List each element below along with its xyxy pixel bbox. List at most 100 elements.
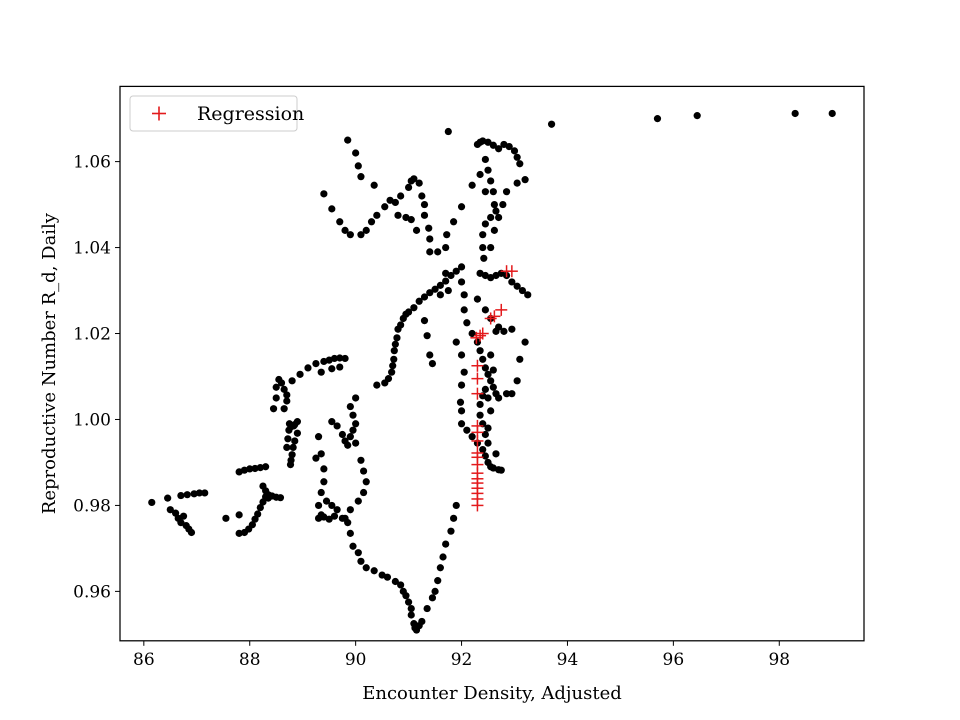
data-point xyxy=(693,112,701,120)
data-point xyxy=(407,611,415,619)
data-point xyxy=(508,390,516,398)
data-point xyxy=(362,564,370,572)
y-tick-label: 1.06 xyxy=(73,153,111,173)
data-point xyxy=(457,263,466,271)
data-point xyxy=(418,617,426,626)
data-point xyxy=(492,207,500,215)
data-point xyxy=(473,295,482,303)
data-point xyxy=(397,581,405,589)
data-point xyxy=(480,254,488,262)
data-point xyxy=(489,188,497,196)
data-point xyxy=(286,460,295,469)
y-axis-label: Reproductive Number R_d, Daily xyxy=(39,212,60,514)
data-point xyxy=(516,160,524,168)
data-point xyxy=(452,267,460,275)
data-point xyxy=(317,368,325,376)
x-tick-label: 86 xyxy=(133,650,155,670)
data-point xyxy=(304,364,312,372)
regression-point xyxy=(471,359,484,372)
data-point xyxy=(420,200,429,209)
data-point xyxy=(346,529,354,537)
data-point xyxy=(289,443,297,452)
regression-point xyxy=(488,310,501,323)
data-point xyxy=(394,211,402,219)
data-point xyxy=(341,226,349,234)
data-point xyxy=(183,491,191,499)
data-point xyxy=(349,411,357,419)
data-point xyxy=(362,226,370,234)
data-point xyxy=(354,549,362,557)
data-point xyxy=(248,521,256,529)
data-point xyxy=(187,528,196,537)
data-point xyxy=(468,329,476,338)
data-point xyxy=(344,519,352,527)
data-point xyxy=(179,512,188,520)
data-point xyxy=(495,213,503,222)
data-point xyxy=(256,503,264,512)
data-point xyxy=(443,231,451,239)
data-point xyxy=(357,456,365,464)
data-point xyxy=(352,394,360,402)
data-point xyxy=(513,282,521,290)
data-point xyxy=(428,360,437,368)
data-point xyxy=(481,385,489,393)
data-point xyxy=(436,564,444,572)
data-point xyxy=(490,226,498,234)
data-point xyxy=(357,557,365,565)
data-point xyxy=(489,366,497,374)
data-point xyxy=(508,278,516,286)
data-point xyxy=(436,291,444,299)
data-point xyxy=(499,200,507,209)
data-point xyxy=(492,327,500,335)
data-point xyxy=(404,598,413,606)
data-point xyxy=(521,176,529,184)
data-point xyxy=(388,368,396,376)
data-point xyxy=(508,325,516,333)
data-point xyxy=(328,205,336,213)
plot-area xyxy=(119,85,865,642)
data-point xyxy=(352,439,360,447)
data-point xyxy=(463,426,471,434)
y-tick-label: 1.00 xyxy=(73,410,111,430)
plot-frame xyxy=(119,85,865,642)
data-point xyxy=(547,120,556,128)
data-point xyxy=(463,319,471,327)
data-point xyxy=(283,397,291,405)
data-point xyxy=(407,216,415,224)
data-point xyxy=(177,519,185,527)
data-point xyxy=(516,355,524,363)
data-point xyxy=(456,398,465,406)
data-point xyxy=(404,183,413,191)
data-point xyxy=(333,506,341,514)
data-point xyxy=(391,198,399,207)
data-point xyxy=(381,203,389,211)
regression-point xyxy=(495,303,508,316)
y-axis: 0.96 0.98 1.00 1.02 1.04 1.06 xyxy=(73,153,120,602)
x-tick-label: 90 xyxy=(345,650,367,670)
data-point xyxy=(828,109,836,118)
data-point xyxy=(434,577,442,585)
data-point xyxy=(484,166,492,174)
data-point xyxy=(357,173,365,181)
data-point xyxy=(344,441,352,449)
x-axis-label: Encounter Density, Adjusted xyxy=(362,683,622,704)
data-point xyxy=(391,340,399,348)
data-point xyxy=(404,308,413,316)
data-point xyxy=(346,433,354,441)
data-point xyxy=(322,497,331,505)
data-point xyxy=(497,466,505,474)
data-point xyxy=(487,177,495,185)
data-point xyxy=(390,347,398,355)
data-point xyxy=(269,405,278,413)
data-point xyxy=(320,190,328,198)
data-point xyxy=(314,501,323,510)
data-point xyxy=(502,390,511,398)
data-point xyxy=(426,351,434,359)
data-point xyxy=(293,418,301,426)
data-point xyxy=(367,218,376,226)
data-point xyxy=(352,420,360,428)
data-point xyxy=(426,235,434,243)
data-point xyxy=(166,506,174,514)
data-point xyxy=(447,527,455,535)
data-point xyxy=(518,286,527,295)
